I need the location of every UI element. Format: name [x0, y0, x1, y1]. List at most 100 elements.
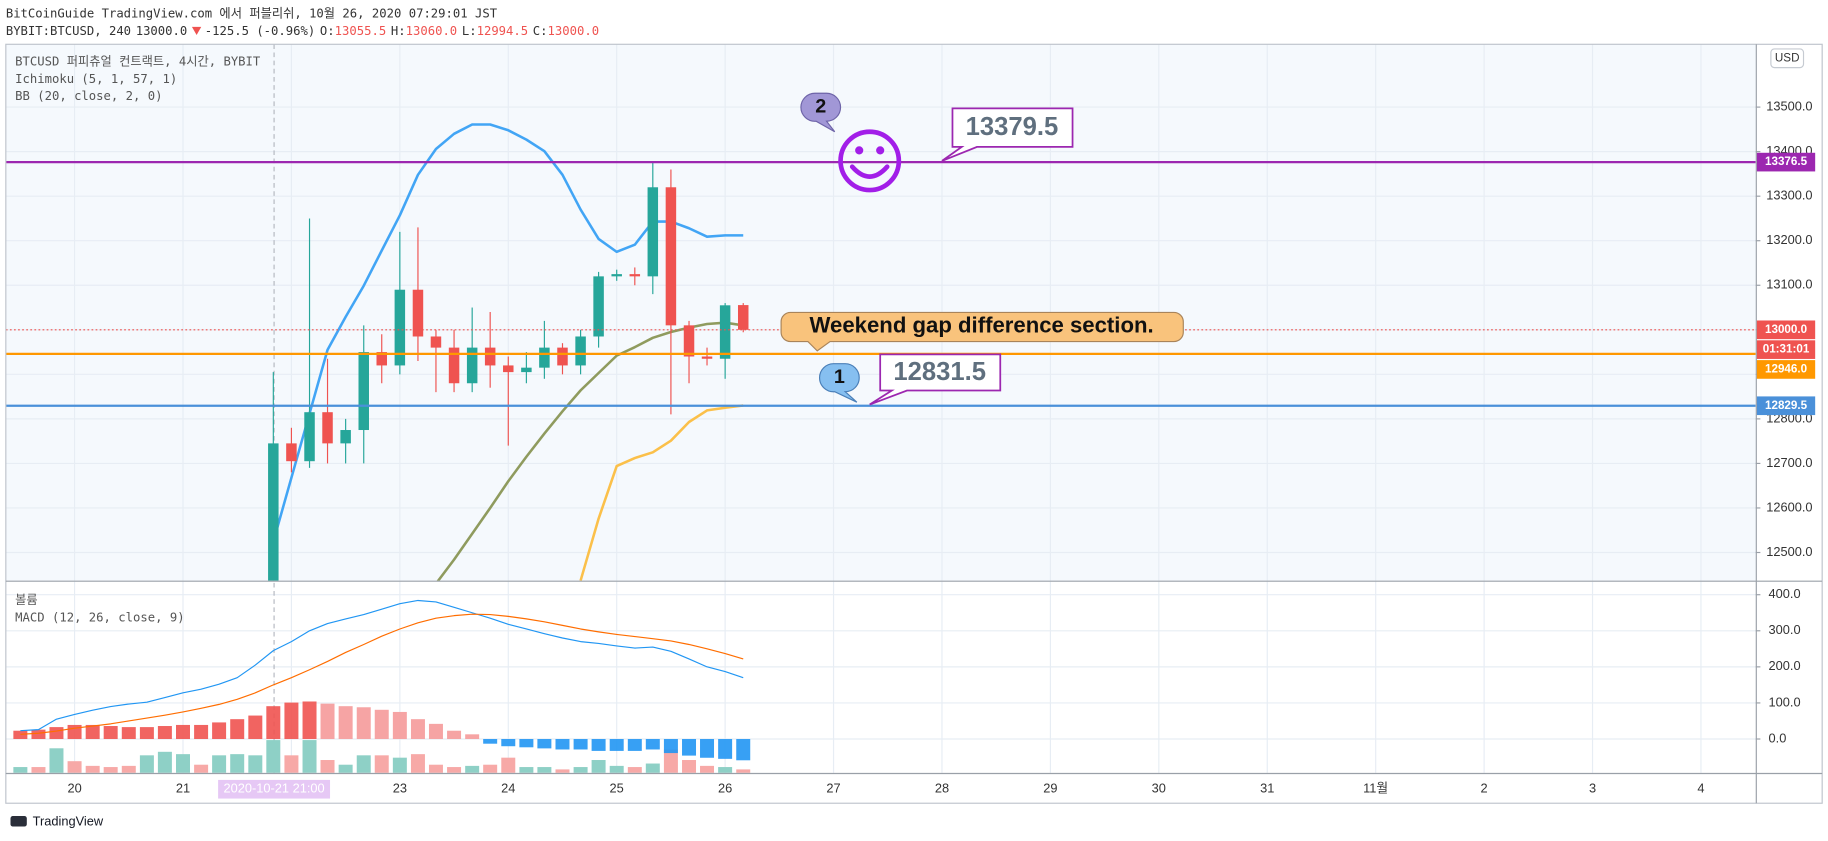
y-tick-label: 0.0 — [1769, 730, 1787, 745]
badge-text: 1 — [834, 366, 845, 388]
symbol: BYBIT:BTCUSD, 240 — [6, 24, 131, 38]
candle-body — [304, 412, 315, 462]
annotation-badge: 1 — [818, 363, 860, 403]
volume-bar — [718, 767, 733, 773]
footer-logo[interactable]: TradingView — [10, 813, 104, 828]
candle-body — [268, 443, 279, 581]
frame — [5, 43, 1823, 804]
volume-bar — [49, 748, 64, 773]
logo-icon — [10, 816, 27, 827]
macd-histogram-bar — [718, 739, 733, 759]
y-tick-label: 13100.0 — [1766, 277, 1812, 292]
volume-bar — [591, 760, 606, 773]
volume-bar — [157, 751, 172, 773]
macd-histogram-bar — [194, 724, 209, 740]
macd-histogram-bar — [266, 706, 281, 740]
macd-histogram-bar — [609, 739, 624, 751]
x-tick-label: 25 — [610, 781, 624, 796]
volume-bar — [609, 765, 624, 773]
macd-histogram-bar — [555, 739, 570, 750]
candle-body — [521, 367, 532, 373]
x-tick-label: 27 — [826, 781, 840, 796]
ohlc-label: C: — [533, 24, 548, 38]
legend: 볼륨 — [15, 593, 38, 607]
ohlc-label: O: — [320, 24, 335, 38]
x-tick-label: 3 — [1589, 781, 1596, 796]
y-tick-label: 200.0 — [1769, 658, 1801, 673]
note-shape — [780, 311, 1184, 352]
candle-body — [322, 412, 333, 444]
volume-bar — [266, 740, 281, 773]
x-tick-label: 2 — [1481, 781, 1488, 796]
callout-text: 13379.5 — [966, 113, 1059, 141]
volume-bar — [537, 767, 552, 773]
footer-text: TradingView — [33, 813, 104, 828]
legend: MACD (12, 26, close, 9) — [15, 610, 184, 624]
lower-pane — [5, 581, 1756, 773]
y-tick-label: 12500.0 — [1766, 544, 1812, 559]
candle-body — [484, 347, 496, 366]
smiley-eye — [855, 146, 864, 155]
x-tick-label: 21 — [176, 781, 190, 796]
callout-shape — [941, 107, 1074, 162]
y-tick-label: 300.0 — [1769, 622, 1801, 637]
volume-bar — [483, 764, 498, 773]
level-label-box — [1756, 152, 1816, 172]
currency-badge[interactable] — [1770, 48, 1805, 69]
macd-histogram-bar — [13, 730, 28, 740]
macd-histogram-bar — [483, 739, 498, 744]
y-tick-label: 13500.0 — [1766, 98, 1812, 113]
grid — [5, 44, 1756, 773]
macd-histogram-bar — [519, 739, 534, 748]
volume-bar — [85, 765, 100, 773]
macd-histogram-bar — [157, 726, 172, 740]
level-label: 12946.0 — [1765, 363, 1807, 376]
countdown-box — [1756, 340, 1816, 359]
x-tick-label: 26 — [718, 781, 732, 796]
y-tick-label: 13300.0 — [1766, 188, 1812, 203]
smiley — [838, 129, 902, 193]
volume-bar — [67, 761, 82, 773]
ohlc-value: 13055.5 — [335, 24, 387, 38]
annotation-badge: 2 — [800, 92, 842, 133]
candle-body — [466, 347, 478, 384]
volume-bar — [428, 764, 443, 773]
level-label-box — [1756, 396, 1816, 416]
countdown: 01:31:01 — [1763, 343, 1810, 356]
macd-histogram-bar — [356, 707, 371, 740]
macd-histogram-bar — [700, 739, 715, 758]
macd-histogram-bar — [465, 734, 480, 740]
volume-bar — [501, 757, 516, 773]
candle-body — [557, 347, 568, 366]
indicator-line — [272, 123, 744, 543]
macd-histogram-bar — [591, 739, 606, 751]
y-tick-label: 12600.0 — [1766, 499, 1812, 514]
indicator-line — [579, 404, 744, 581]
candle-body — [611, 274, 622, 277]
macd-histogram-bar — [85, 724, 100, 740]
volume-bar — [645, 763, 660, 773]
ohlc-label: L: — [462, 24, 477, 38]
indicator-line — [20, 599, 744, 732]
candle-body — [376, 352, 387, 366]
volume-bar — [410, 754, 425, 773]
macd-histogram-bar — [302, 701, 317, 740]
candle-body — [719, 305, 731, 359]
note-text: Weekend gap difference section. — [810, 312, 1154, 337]
price-callout: 12831.5 — [869, 353, 1002, 406]
volume-bar — [682, 760, 697, 773]
macd-histogram-bar — [682, 739, 697, 756]
candle-body — [737, 305, 749, 330]
volume-bar — [573, 767, 588, 773]
volume-bar — [103, 767, 118, 773]
macd-histogram-bar — [139, 727, 154, 740]
crosshair-label-box — [218, 779, 331, 799]
volume-bar — [338, 764, 353, 773]
x-tick-label: 28 — [935, 781, 949, 796]
candle-body — [394, 289, 406, 366]
crosshair-label: 2020-10-21 21:00 — [223, 781, 324, 796]
badge-shape — [800, 92, 842, 133]
y-tick-label: 400.0 — [1769, 586, 1801, 601]
y-tick-label: 100.0 — [1769, 694, 1801, 709]
